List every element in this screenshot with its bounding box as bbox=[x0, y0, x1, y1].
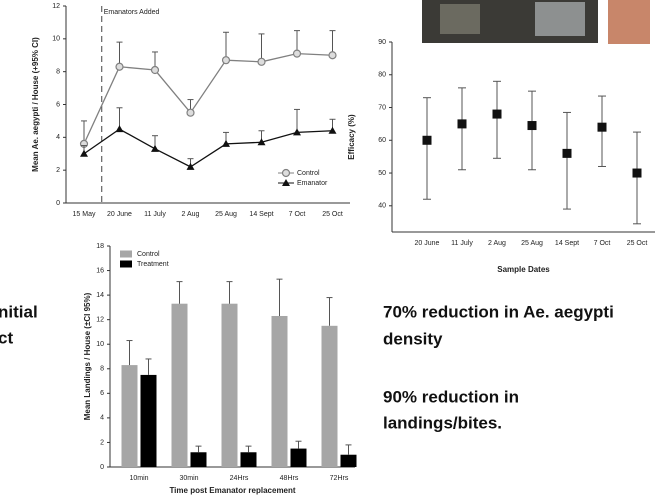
y-tick-label: 10 bbox=[96, 341, 104, 348]
y-tick-label: 10 bbox=[52, 36, 60, 43]
y-tick-label: 12 bbox=[96, 317, 104, 324]
x-tick-label: 30min bbox=[179, 475, 198, 482]
legend-label: Control bbox=[297, 170, 320, 177]
bar bbox=[291, 449, 307, 467]
bar bbox=[191, 452, 207, 467]
slide: nitial ct 70% reduction in Ae. aegypti d… bbox=[0, 0, 664, 497]
marker bbox=[458, 119, 467, 128]
marker bbox=[329, 52, 336, 59]
marker bbox=[258, 58, 265, 65]
x-tick-label: 25 Aug bbox=[215, 211, 237, 218]
bar bbox=[122, 365, 138, 467]
y-tick-label: 18 bbox=[96, 243, 104, 250]
x-tick-label: 14 Sept bbox=[249, 211, 273, 218]
bar bbox=[322, 326, 338, 467]
marker bbox=[80, 150, 88, 157]
marker bbox=[423, 136, 432, 145]
x-tick-label: 2 Aug bbox=[488, 240, 506, 247]
photo bbox=[608, 0, 650, 44]
y-tick-label: 50 bbox=[378, 170, 386, 177]
y-tick-label: 4 bbox=[56, 134, 60, 141]
marker bbox=[633, 169, 642, 178]
y-tick-label: 2 bbox=[100, 439, 104, 446]
y-tick-label: 6 bbox=[100, 390, 104, 397]
x-axis-title: Time post Emanator replacement bbox=[169, 486, 295, 495]
x-tick-label: 11 July bbox=[451, 240, 473, 247]
x-tick-label: 2 Aug bbox=[182, 211, 200, 218]
slide-text: 70% reduction in Ae. aegypti bbox=[383, 302, 614, 321]
x-tick-label: 25 Oct bbox=[322, 211, 343, 218]
marker bbox=[223, 57, 230, 64]
y-tick-label: 8 bbox=[56, 69, 60, 76]
slide-text: 90% reduction in bbox=[383, 387, 519, 406]
y-tick-label: 14 bbox=[96, 292, 104, 299]
x-tick-label: 7 Oct bbox=[289, 211, 306, 218]
marker bbox=[152, 67, 159, 74]
x-tick-label: 15 May bbox=[73, 211, 96, 218]
legend-label: Treatment bbox=[137, 261, 169, 268]
x-tick-label: 7 Oct bbox=[594, 240, 611, 247]
marker bbox=[151, 145, 159, 152]
marker bbox=[116, 125, 124, 132]
legend-swatch bbox=[120, 261, 132, 268]
annotation: Emanators Added bbox=[104, 9, 160, 16]
y-tick-label: 8 bbox=[100, 366, 104, 373]
x-tick-label: 24Hrs bbox=[230, 475, 249, 482]
marker bbox=[294, 50, 301, 57]
y-tick-label: 6 bbox=[56, 101, 60, 108]
slide-text: landings/bites. bbox=[383, 413, 502, 432]
y-tick-label: 12 bbox=[52, 3, 60, 10]
marker bbox=[187, 109, 194, 116]
x-tick-label: 48Hrs bbox=[280, 475, 299, 482]
y-tick-label: 40 bbox=[378, 203, 386, 210]
slide-text: nitial bbox=[0, 302, 38, 321]
x-tick-label: 11 July bbox=[144, 211, 166, 218]
y-axis-title: Mean Landings / House (±CI 95%) bbox=[83, 292, 92, 420]
x-tick-label: 14 Sept bbox=[555, 240, 579, 247]
x-tick-label: 10min bbox=[129, 475, 148, 482]
y-axis-title: Mean Ae. aegypti / House (+95% CI) bbox=[31, 37, 40, 172]
y-tick-label: 0 bbox=[56, 200, 60, 207]
x-tick-label: 72Hrs bbox=[330, 475, 349, 482]
marker bbox=[493, 110, 502, 119]
legend-swatch bbox=[120, 251, 132, 258]
legend-label: Emanator bbox=[297, 180, 328, 187]
marker bbox=[528, 121, 537, 130]
bar bbox=[222, 304, 238, 467]
y-tick-label: 60 bbox=[378, 137, 386, 144]
y-tick-label: 4 bbox=[100, 415, 104, 422]
bar bbox=[141, 375, 157, 467]
x-axis-title: Sample Dates bbox=[497, 265, 550, 274]
x-tick-label: 20 June bbox=[107, 211, 132, 218]
y-tick-label: 80 bbox=[378, 72, 386, 79]
y-tick-label: 0 bbox=[100, 464, 104, 471]
bar bbox=[172, 304, 188, 467]
bar bbox=[272, 316, 288, 467]
y-axis-title: Efficacy (%) bbox=[347, 114, 356, 160]
marker bbox=[116, 63, 123, 70]
bar bbox=[341, 455, 357, 467]
bar bbox=[241, 452, 257, 467]
x-tick-label: 20 June bbox=[415, 240, 440, 247]
legend-label: Control bbox=[137, 251, 160, 258]
marker bbox=[563, 149, 572, 158]
y-tick-label: 16 bbox=[96, 267, 104, 274]
slide-text: density bbox=[383, 329, 443, 348]
photo-detail bbox=[440, 4, 480, 34]
x-tick-label: 25 Aug bbox=[521, 240, 543, 247]
photo-detail bbox=[535, 2, 585, 36]
y-tick-label: 2 bbox=[56, 167, 60, 174]
x-tick-label: 25 Oct bbox=[627, 240, 648, 247]
y-tick-label: 90 bbox=[378, 39, 386, 46]
marker bbox=[283, 170, 290, 177]
y-tick-label: 70 bbox=[378, 104, 386, 111]
marker bbox=[187, 163, 195, 170]
slide-text: ct bbox=[0, 328, 13, 347]
marker bbox=[598, 123, 607, 132]
